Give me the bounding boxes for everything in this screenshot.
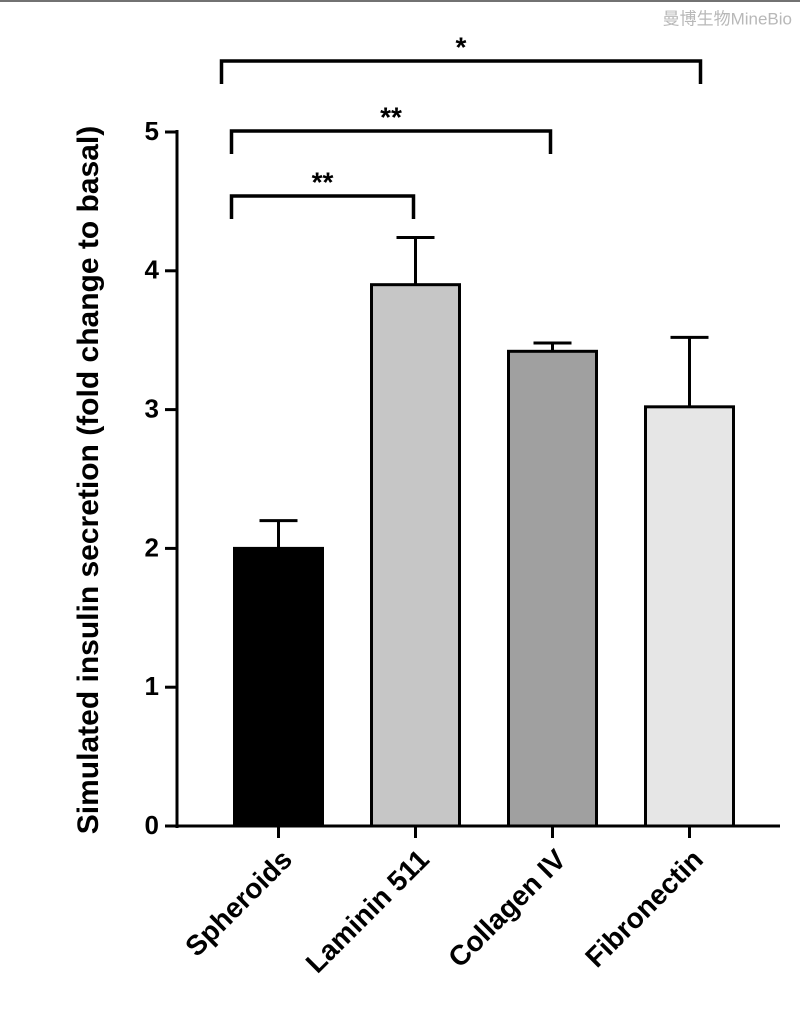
bar [644,405,735,828]
significance-bracket [229,194,416,219]
significance-bracket [219,59,703,84]
significance-label: ** [312,166,334,197]
y-tick-label: 3 [145,393,159,423]
y-tick-label: 1 [145,671,159,701]
bar [507,349,598,828]
y-tick-label: 5 [145,116,159,146]
significance-label: * [456,31,467,62]
y-tick-label: 0 [145,810,159,840]
y-tick-label: 2 [145,532,159,562]
watermark: 曼博生物MineBio [663,9,792,28]
y-tick-label: 4 [145,255,160,285]
significance-bracket [229,129,553,154]
significance-label: ** [380,101,402,132]
bar [233,546,324,828]
bar [370,283,461,828]
y-axis-label: Simulated insulin secretion (fold change… [72,126,105,834]
